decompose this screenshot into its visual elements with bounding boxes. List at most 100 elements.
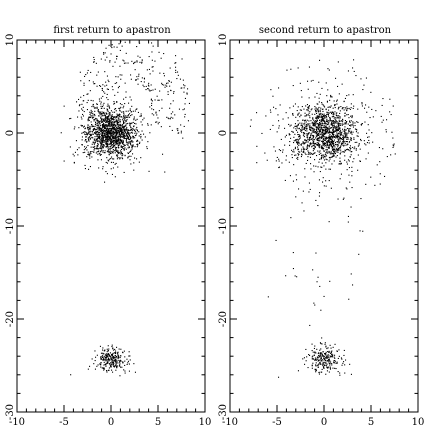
data-point — [106, 143, 108, 145]
data-point — [151, 42, 153, 44]
data-point — [316, 103, 318, 105]
data-point — [319, 121, 321, 123]
data-point — [77, 116, 79, 118]
data-point — [266, 159, 268, 161]
data-point — [325, 373, 327, 375]
data-point — [328, 354, 330, 356]
data-point — [103, 129, 105, 131]
data-point — [317, 109, 319, 111]
data-point — [99, 127, 101, 129]
data-point — [140, 81, 142, 83]
data-point — [125, 129, 127, 131]
data-point — [323, 363, 325, 365]
data-point — [334, 136, 336, 138]
data-point — [334, 126, 336, 128]
data-point — [88, 168, 90, 170]
data-point — [324, 130, 326, 132]
data-point — [350, 138, 352, 140]
data-point — [129, 134, 131, 136]
data-point — [312, 124, 314, 126]
data-point — [108, 117, 110, 119]
data-point — [323, 139, 325, 141]
data-point — [114, 61, 116, 63]
data-point — [319, 130, 321, 132]
data-point — [325, 116, 327, 118]
data-point — [111, 115, 113, 117]
data-point — [338, 138, 340, 140]
data-point — [353, 105, 355, 107]
data-point — [118, 141, 120, 143]
data-point — [318, 123, 320, 125]
data-point — [304, 176, 306, 178]
data-point — [293, 151, 295, 153]
data-point — [70, 374, 72, 376]
data-point — [102, 133, 104, 135]
data-point — [317, 150, 319, 152]
data-point — [102, 130, 104, 132]
data-point — [321, 355, 323, 357]
data-point — [297, 113, 299, 115]
data-point — [100, 363, 102, 365]
data-point — [264, 152, 266, 154]
data-point — [338, 163, 340, 165]
data-point — [108, 122, 110, 124]
data-point — [332, 146, 334, 148]
data-point — [312, 141, 314, 143]
data-point — [106, 75, 108, 77]
data-point — [112, 136, 114, 138]
data-point — [105, 142, 107, 144]
data-point — [346, 134, 348, 136]
data-point — [320, 348, 322, 350]
data-point — [349, 139, 351, 141]
data-point — [135, 79, 137, 81]
data-point — [98, 134, 100, 136]
data-point — [340, 163, 342, 165]
data-point — [82, 106, 84, 108]
data-point — [270, 111, 272, 113]
data-point — [340, 151, 342, 153]
data-point — [307, 147, 309, 149]
data-point — [116, 123, 118, 125]
data-point — [105, 121, 107, 123]
data-point — [118, 157, 120, 159]
data-point — [312, 153, 314, 155]
data-point — [139, 56, 141, 58]
data-point — [336, 100, 338, 102]
data-point — [148, 82, 150, 84]
data-point — [119, 135, 121, 137]
data-point — [306, 119, 308, 121]
data-point — [336, 147, 338, 149]
data-point — [102, 144, 104, 146]
data-point — [105, 143, 107, 145]
data-point — [74, 151, 76, 153]
data-point — [323, 127, 325, 129]
x-tick-label: 5 — [368, 417, 374, 428]
data-point — [73, 162, 75, 164]
x-tick-label: -5 — [59, 417, 69, 428]
data-point — [97, 127, 99, 129]
data-point — [304, 122, 306, 124]
data-point — [306, 124, 308, 126]
data-point — [295, 140, 297, 142]
data-point — [81, 125, 83, 127]
data-point — [326, 148, 328, 150]
data-point — [310, 133, 312, 135]
data-point — [311, 108, 313, 110]
data-point — [117, 152, 119, 154]
data-point — [111, 132, 113, 134]
data-point — [137, 78, 139, 80]
data-point — [119, 363, 121, 365]
data-point — [111, 131, 113, 133]
data-point — [347, 149, 349, 151]
data-point — [150, 98, 152, 100]
data-point — [326, 128, 328, 130]
data-point — [118, 117, 120, 119]
data-point — [323, 123, 325, 125]
data-point — [105, 124, 107, 126]
data-point — [112, 137, 114, 139]
data-point — [347, 123, 349, 125]
data-point — [307, 150, 309, 152]
data-point — [318, 116, 320, 118]
data-point — [119, 114, 121, 116]
data-point — [357, 132, 359, 134]
